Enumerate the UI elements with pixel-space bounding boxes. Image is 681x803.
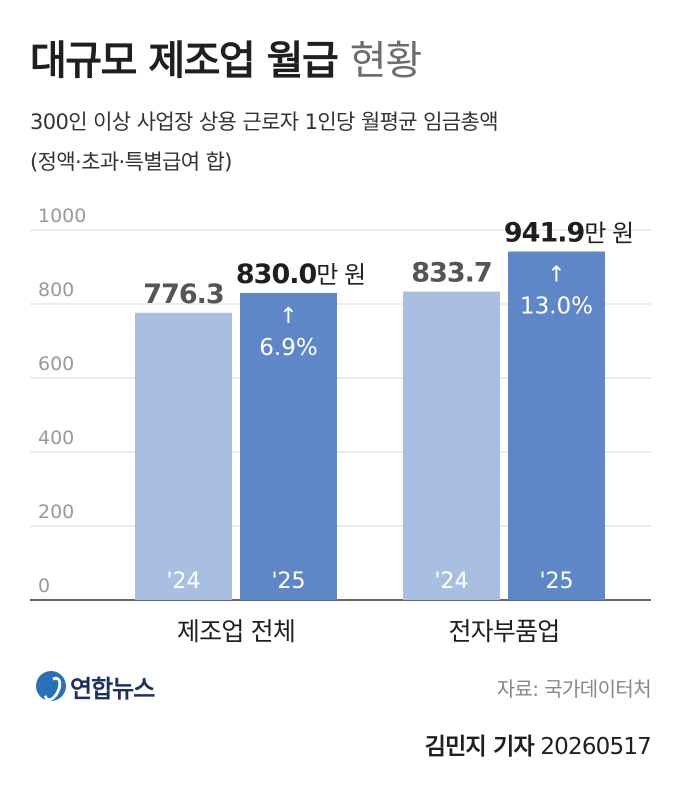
bar-change-label: 6.9% bbox=[259, 335, 317, 361]
bar-value-number: 833.7 bbox=[411, 258, 491, 289]
title-bold: 대규모 제조업 월급 bbox=[30, 38, 339, 84]
logo-text: 연합뉴스 bbox=[70, 674, 155, 703]
title-light: 현황 bbox=[349, 38, 423, 84]
bar-value-label: 941.9만 원 bbox=[504, 217, 633, 248]
y-tick-label: 800 bbox=[38, 279, 74, 301]
y-tick-label: 400 bbox=[38, 427, 74, 449]
bar-change-label: 13.0% bbox=[520, 293, 593, 319]
bar-value-label: 776.3 bbox=[143, 279, 223, 310]
bar-value-unit: 만 원 bbox=[316, 261, 365, 289]
bar-value-unit: 만 원 bbox=[584, 219, 633, 247]
bar-value-number: 941.9 bbox=[504, 217, 585, 248]
category-label: 전자부품업 bbox=[448, 617, 559, 646]
change-arrow-icon: ↑ bbox=[279, 304, 297, 329]
yonhap-logo: 연합뉴스 bbox=[36, 666, 155, 706]
chart-subtitle-note: (정액·초과·특별급여 합) bbox=[30, 150, 233, 174]
bar-value-label: 830.0만 원 bbox=[236, 259, 365, 290]
bar bbox=[240, 292, 337, 600]
bar-value-number: 776.3 bbox=[143, 279, 223, 310]
bar bbox=[403, 291, 500, 600]
yonhap-logo-icon bbox=[36, 671, 66, 701]
category-label: 제조업 전체 bbox=[177, 617, 295, 646]
y-tick-label: 600 bbox=[38, 353, 74, 375]
bar bbox=[508, 251, 605, 600]
publish-date: 20260517 bbox=[540, 734, 651, 760]
bar-year-label: '25 bbox=[539, 569, 573, 594]
bar-year-label: '25 bbox=[271, 569, 305, 594]
reporter-name: 김민지 기자 bbox=[424, 734, 535, 760]
source-note: 자료: 국가데이터처 bbox=[496, 677, 652, 701]
bar bbox=[135, 312, 232, 600]
y-tick-label: 1000 bbox=[38, 205, 86, 227]
bar-value-label: 833.7 bbox=[411, 258, 491, 289]
bar-year-label: '24 bbox=[166, 569, 200, 594]
y-tick-label: 0 bbox=[38, 575, 50, 597]
chart-title: 대규모 제조업 월급 현황 bbox=[30, 28, 423, 86]
chart-subtitle: 300인 이상 사업장 상용 근로자 1인당 월평균 임금총액 bbox=[30, 110, 499, 134]
bar-year-label: '24 bbox=[434, 569, 468, 594]
y-tick-label: 200 bbox=[38, 501, 74, 523]
change-arrow-icon: ↑ bbox=[547, 262, 565, 287]
bar-value-number: 830.0 bbox=[236, 259, 317, 290]
byline: 김민지 기자 20260517 bbox=[424, 727, 652, 761]
